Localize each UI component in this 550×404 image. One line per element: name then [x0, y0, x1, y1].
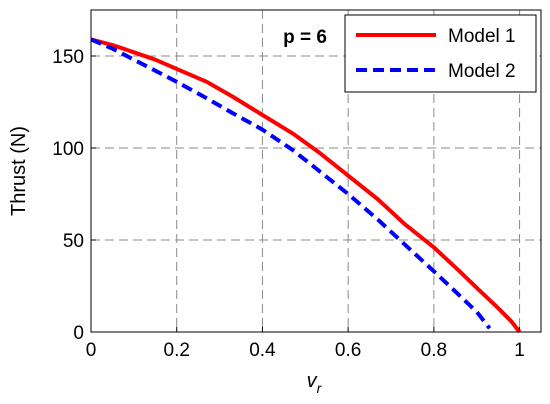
y-tick-label: 100 — [52, 139, 84, 160]
x-tick-label: 0 — [86, 340, 97, 361]
legend-box — [344, 14, 537, 93]
series-line-model-1 — [90, 37, 522, 334]
y-tick-label: 0 — [73, 323, 84, 344]
series-line-model-2 — [90, 37, 492, 330]
x-tick-label: 0.6 — [335, 340, 361, 361]
x-tick-label: 0.2 — [164, 340, 190, 361]
legend: Model 1 Model 2 — [344, 14, 537, 93]
x-axis-label: vr — [307, 370, 323, 396]
legend-label-model-2: Model 2 — [448, 61, 516, 82]
plot-frame — [90, 9, 542, 333]
x-tick-label: 1 — [514, 340, 525, 361]
x-tick-label: 0.4 — [249, 340, 276, 361]
x-tick-label: 0.8 — [421, 340, 447, 361]
y-tick-label: 150 — [52, 47, 84, 68]
y-tick-label: 50 — [63, 231, 84, 252]
legend-label-model-1: Model 1 — [448, 26, 516, 47]
series-layer — [90, 37, 522, 334]
ticks: 0 0.2 0.4 0.6 0.8 1 0 50 100 150 — [52, 47, 525, 361]
y-axis-label: Thrust (N) — [8, 126, 30, 216]
annotation-label: p = 6 — [283, 27, 327, 48]
x-axis-label-main: v — [307, 370, 318, 392]
x-axis-label-subscript: r — [317, 380, 323, 396]
